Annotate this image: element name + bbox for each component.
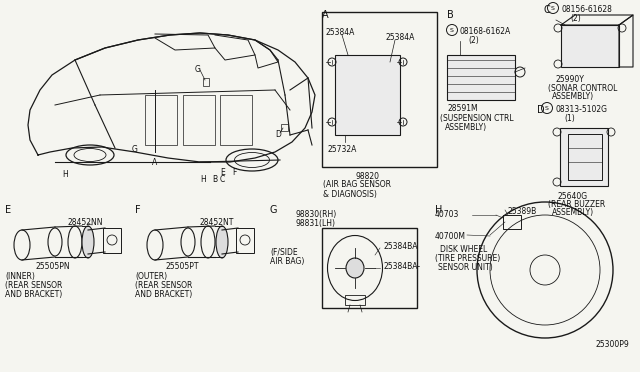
Text: (2): (2)	[570, 14, 580, 23]
Bar	[103, 228, 121, 253]
Text: 08156-61628: 08156-61628	[562, 5, 613, 14]
Text: B: B	[212, 175, 217, 184]
Text: 25389B: 25389B	[508, 207, 537, 216]
Text: (TIRE PRESSURE): (TIRE PRESSURE)	[435, 254, 500, 263]
Bar	[447, 55, 515, 100]
Text: 28452NN: 28452NN	[68, 218, 104, 227]
Text: C: C	[543, 5, 550, 15]
Text: G: G	[195, 65, 201, 74]
Text: 25300P9: 25300P9	[596, 340, 630, 349]
Text: ASSEMBLY): ASSEMBLY)	[445, 123, 487, 132]
Text: & DIAGNOSIS): & DIAGNOSIS)	[323, 190, 377, 199]
Text: 25505PT: 25505PT	[165, 262, 198, 271]
Text: ASSEMBLY): ASSEMBLY)	[552, 208, 594, 217]
Ellipse shape	[216, 226, 228, 258]
Text: (REAR SENSOR: (REAR SENSOR	[135, 281, 193, 290]
Text: S: S	[551, 6, 555, 11]
Text: 25640G: 25640G	[558, 192, 588, 201]
Text: C: C	[220, 175, 225, 184]
Text: H: H	[200, 175, 205, 184]
Text: F: F	[232, 168, 236, 177]
Text: (REAR SENSOR: (REAR SENSOR	[5, 281, 62, 290]
Text: (AIR BAG SENSOR: (AIR BAG SENSOR	[323, 180, 391, 189]
Text: G: G	[132, 145, 138, 154]
Text: (1): (1)	[564, 114, 575, 123]
Bar	[203, 78, 209, 86]
Bar	[568, 134, 602, 180]
Text: 25384A: 25384A	[385, 33, 414, 42]
Text: 28452NT: 28452NT	[200, 218, 234, 227]
Text: H: H	[435, 205, 442, 215]
Text: D: D	[537, 105, 545, 115]
Text: 25384BA-: 25384BA-	[383, 262, 420, 271]
Bar	[561, 25, 619, 67]
Bar	[220, 95, 252, 145]
Text: (F/SIDE: (F/SIDE	[270, 248, 298, 257]
Text: 40700M: 40700M	[435, 232, 466, 241]
Text: 98820: 98820	[355, 172, 379, 181]
Text: AND BRACKET): AND BRACKET)	[135, 290, 192, 299]
Text: DISK WHEEL: DISK WHEEL	[440, 245, 487, 254]
Text: 25505PN: 25505PN	[35, 262, 70, 271]
Bar	[322, 228, 417, 308]
Bar	[322, 12, 437, 167]
Bar	[503, 215, 521, 229]
Text: 08313-5102G: 08313-5102G	[556, 105, 608, 114]
Bar	[145, 95, 177, 145]
Bar	[236, 228, 254, 253]
Text: AIR BAG): AIR BAG)	[270, 257, 305, 266]
Bar	[183, 95, 215, 145]
Text: ASSEMBLY): ASSEMBLY)	[552, 92, 594, 101]
Text: S: S	[450, 28, 454, 33]
Text: D: D	[275, 130, 281, 139]
Text: (REAR BUZZER: (REAR BUZZER	[548, 200, 605, 209]
Text: (OUTER): (OUTER)	[135, 272, 167, 281]
Text: (INNER): (INNER)	[5, 272, 35, 281]
Text: 40703: 40703	[435, 210, 460, 219]
Bar	[335, 55, 400, 135]
Text: (SONAR CONTROL: (SONAR CONTROL	[548, 84, 618, 93]
Text: (2): (2)	[468, 36, 479, 45]
Bar	[345, 295, 365, 305]
Bar	[560, 128, 608, 186]
Text: 25384A: 25384A	[325, 28, 355, 37]
Text: 98830(RH): 98830(RH)	[295, 210, 336, 219]
Text: 98831(LH): 98831(LH)	[295, 219, 335, 228]
Text: 08168-6162A: 08168-6162A	[460, 27, 511, 36]
Text: F: F	[135, 205, 141, 215]
Text: 25732A: 25732A	[328, 145, 357, 154]
Text: H: H	[62, 170, 68, 179]
Text: SENSOR UNIT): SENSOR UNIT)	[438, 263, 493, 272]
Text: 28591M: 28591M	[448, 104, 479, 113]
Text: 25990Y: 25990Y	[556, 75, 585, 84]
Text: A: A	[322, 10, 328, 20]
Ellipse shape	[82, 226, 94, 258]
Text: A: A	[152, 158, 157, 167]
Text: 25384BA: 25384BA	[383, 242, 417, 251]
Text: E: E	[220, 168, 225, 177]
Text: E: E	[5, 205, 11, 215]
Bar	[281, 124, 288, 131]
Text: B: B	[447, 10, 454, 20]
Text: AND BRACKET): AND BRACKET)	[5, 290, 62, 299]
Text: G: G	[270, 205, 278, 215]
Text: S: S	[545, 106, 549, 111]
Text: (SUSPENSION CTRL: (SUSPENSION CTRL	[440, 114, 514, 123]
Ellipse shape	[346, 258, 364, 278]
